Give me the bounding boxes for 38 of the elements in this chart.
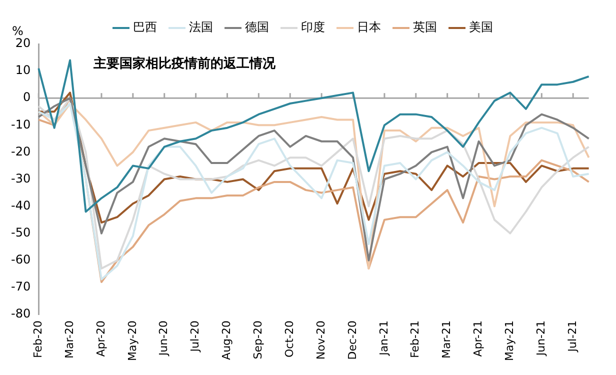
y-tick-label: -70 <box>10 280 31 294</box>
x-tick-label: Jun-20 <box>157 320 170 357</box>
y-tick-label: -20 <box>10 144 31 158</box>
x-tick-label: Aug-20 <box>220 320 234 360</box>
y-tick-label: -10 <box>10 117 31 132</box>
x-tick-label: Apr-21 <box>472 320 485 357</box>
y-tick-label: 0 <box>22 90 31 104</box>
x-tick-label: Jul-21 <box>566 320 579 353</box>
x-tick-label: Mar-20 <box>62 320 76 359</box>
x-tick-label: Jan-21 <box>377 320 390 356</box>
y-tick-label: -60 <box>10 252 31 267</box>
x-tick-label: Dec-20 <box>346 320 359 360</box>
x-tick-label: Mar-21 <box>440 320 454 359</box>
y-tick-label: -80 <box>10 306 31 321</box>
x-tick-label: Jul-20 <box>188 320 202 353</box>
x-tick-label: May-20 <box>126 320 139 361</box>
legend-label: 巴西 <box>133 20 157 34</box>
x-tick-label: Jun-21 <box>534 320 548 357</box>
x-tick-label: Feb-20 <box>31 320 44 358</box>
y-tick-label: 20 <box>15 36 31 50</box>
legend-label: 美国 <box>469 20 493 34</box>
y-tick-label: -30 <box>10 171 31 186</box>
text: 主要国家相比疫情前的返工情况 <box>92 55 277 72</box>
x-tick-label: May-21 <box>503 320 516 361</box>
x-tick-label: Nov-20 <box>314 320 328 360</box>
y-tick-label: -50 <box>10 225 31 240</box>
legend-label: 印度 <box>301 20 325 34</box>
legend-label: 法国 <box>189 20 213 34</box>
y-axis-title: % <box>12 24 24 38</box>
legend-label: 英国 <box>413 20 437 34</box>
x-tick-label: Apr-20 <box>94 320 108 357</box>
x-tick-label: Feb-21 <box>408 320 422 358</box>
x-tick-label: Oct-20 <box>282 320 296 358</box>
y-tick-label: 10 <box>15 63 31 78</box>
legend-label: 德国 <box>245 20 269 34</box>
x-tick-label: Sep-20 <box>252 320 265 360</box>
y-tick-label: -40 <box>10 198 31 212</box>
legend-label: 日本 <box>357 20 381 34</box>
